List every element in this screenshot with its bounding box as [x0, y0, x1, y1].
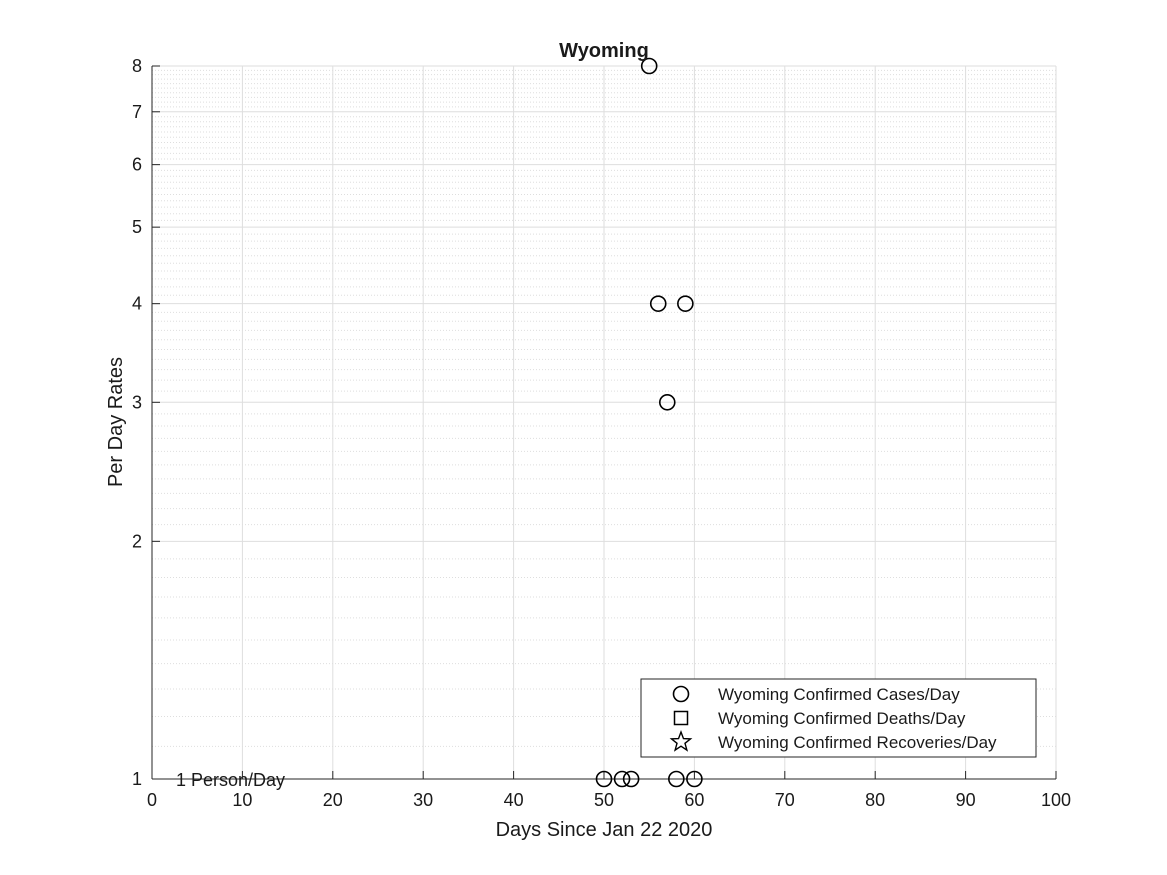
y-tick-label: 4 — [132, 294, 142, 314]
y-tick-label: 1 — [132, 769, 142, 789]
y-axis-label: Per Day Rates — [105, 357, 127, 487]
data-point — [622, 770, 640, 788]
data-points — [595, 57, 703, 788]
legend-label: Wyoming Confirmed Deaths/Day — [718, 709, 966, 728]
y-tick-label: 2 — [132, 531, 142, 551]
x-tick-label: 90 — [956, 790, 976, 810]
data-point — [613, 770, 631, 788]
x-tick-label: 80 — [865, 790, 885, 810]
data-point — [686, 770, 703, 788]
x-tick-label: 40 — [504, 790, 524, 810]
legend-marker-circle — [672, 685, 690, 703]
legend-marker-square — [673, 710, 689, 726]
x-tick-label: 0 — [147, 790, 157, 810]
data-point — [677, 295, 694, 312]
legend-label: Wyoming Confirmed Cases/Day — [718, 685, 960, 704]
data-point — [649, 295, 667, 312]
legend-label: Wyoming Confirmed Recoveries/Day — [718, 733, 997, 752]
data-point — [658, 394, 676, 411]
axes: 0 10 20 30 40 50 60 70 80 90 100 1 2 3 4 5 6 7 8 — [132, 56, 1071, 810]
x-tick-label: 10 — [232, 790, 252, 810]
data-point — [640, 57, 658, 75]
x-tick-label: 100 — [1041, 790, 1071, 810]
x-tick-label: 50 — [594, 790, 614, 810]
x-tick-label: 60 — [684, 790, 704, 810]
legend-marker-star — [669, 730, 693, 752]
x-tick-label: 30 — [413, 790, 433, 810]
y-tick-label: 8 — [132, 56, 142, 76]
legend-box — [640, 678, 1037, 758]
grid-lines — [151, 65, 1057, 780]
legend: Wyoming Confirmed Cases/Day Wyoming Confi… — [640, 678, 1037, 758]
data-point — [595, 770, 613, 788]
y-tick-label: 6 — [132, 155, 142, 175]
x-axis-label: Days Since Jan 22 2020 — [496, 819, 713, 841]
chart-title: Wyoming — [559, 40, 649, 62]
y-tick-label: 3 — [132, 392, 142, 412]
y-tick-label: 7 — [132, 102, 142, 122]
x-tick-label: 70 — [775, 790, 795, 810]
y-tick-label: 5 — [132, 217, 142, 237]
x-tick-label: 20 — [323, 790, 343, 810]
reference-annotation: 1 Person/Day — [176, 770, 285, 790]
data-point — [668, 770, 685, 788]
